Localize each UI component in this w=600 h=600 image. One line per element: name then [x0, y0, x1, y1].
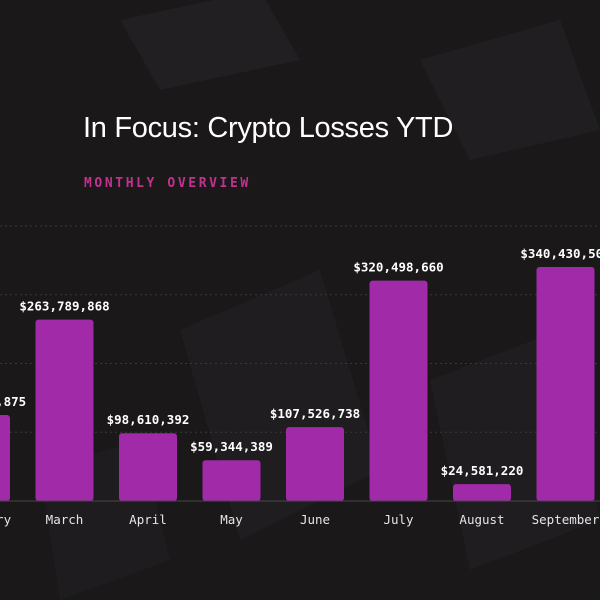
bar-value-label: $98,610,392	[107, 412, 190, 427]
x-tick-label: June	[300, 512, 330, 527]
bar-value-label: $263,789,868	[19, 299, 109, 314]
chart-title: In Focus: Crypto Losses YTD	[83, 112, 454, 144]
bar	[369, 280, 428, 501]
bar-value-label: $59,344,389	[190, 439, 273, 454]
bar-value-label: $107,526,738	[270, 406, 360, 421]
bar	[0, 415, 10, 501]
bar	[119, 433, 177, 501]
bar-value-label: $320,498,660	[353, 260, 443, 275]
bar-value-label: $340,430,500	[520, 246, 600, 261]
bar	[453, 484, 511, 501]
bar	[202, 460, 261, 501]
x-tick-label: September	[532, 512, 600, 527]
bar-value-label: $24,581,220	[441, 463, 524, 478]
bar	[536, 266, 595, 501]
x-tick-label: August	[459, 512, 504, 527]
chart-subtitle: MONTHLY OVERVIEW	[84, 176, 251, 191]
x-tick-label: May	[220, 512, 243, 527]
x-tick-label: February	[0, 512, 12, 527]
bar	[35, 319, 94, 501]
bg-shape-1	[120, 0, 300, 90]
x-tick-label: March	[46, 512, 84, 527]
bar	[286, 427, 344, 501]
bg-shape-2	[420, 20, 600, 160]
bar-value-label: $125,000,875	[0, 394, 26, 409]
x-tick-label: April	[129, 512, 167, 527]
x-tick-label: July	[383, 512, 414, 527]
